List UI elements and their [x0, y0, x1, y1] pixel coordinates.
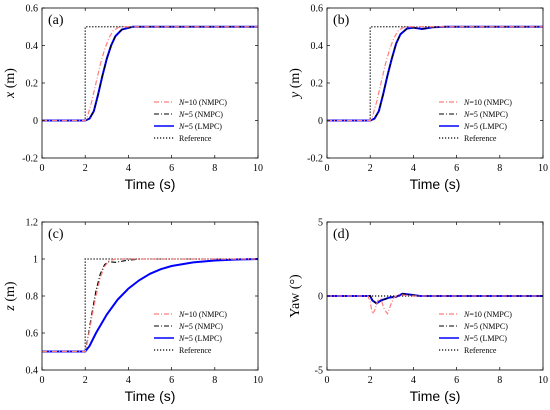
- legend-entry: N=5 (LMPC): [178, 334, 222, 343]
- x-tick-label: 6: [169, 163, 174, 174]
- x-tick-label: 8: [212, 375, 217, 386]
- legend: N=10 (NMPC) N=5 (NMPC) N=5 (LMPC) Reference: [439, 98, 512, 143]
- x-axis-label: Time (s): [410, 176, 461, 192]
- panel-tag: (a): [48, 13, 64, 28]
- series-group: [327, 25, 543, 122]
- legend: N=10 (NMPC) N=5 (NMPC) N=5 (LMPC) Reference: [154, 310, 227, 355]
- x-tick-label: 8: [497, 163, 502, 174]
- y-tick-label: 5: [318, 218, 323, 229]
- x-tick-label: 4: [411, 375, 416, 386]
- legend-entry: Reference: [464, 134, 497, 143]
- series-line-n-10-nmpc: [327, 26, 543, 122]
- y-tick-label: 1.2: [26, 218, 39, 229]
- x-tick-label: 10: [253, 163, 263, 174]
- legend-entry: N=5 (NMPC): [178, 322, 223, 331]
- x-tick-label: 4: [126, 163, 131, 174]
- legend-entry: Reference: [464, 346, 497, 355]
- y-axis-label: y (m): [288, 68, 303, 100]
- series-line-n-5-nmpc: [42, 26, 258, 122]
- panel-tag: (b): [333, 13, 350, 28]
- plot-frame: [41, 221, 259, 371]
- x-tick-label: 10: [538, 375, 548, 386]
- legend-entry: N=5 (LMPC): [463, 122, 507, 131]
- y-tick-label: 1: [33, 255, 38, 266]
- legend-entry: N=5 (NMPC): [463, 110, 508, 119]
- series-line-n-5-lmpc: [42, 258, 258, 353]
- legend-entry: N=10 (NMPC): [463, 98, 512, 107]
- x-tick-label: 0: [40, 163, 45, 174]
- y-axis-label: x (m): [3, 68, 18, 99]
- series-group: [42, 258, 258, 353]
- y-tick-label: 0.2: [26, 79, 39, 90]
- series-line-n-10-nmpc: [42, 258, 258, 353]
- x-tick-label: 4: [411, 163, 416, 174]
- x-axis-label: Time (s): [410, 388, 461, 404]
- x-tick-label: 0: [325, 375, 330, 386]
- y-tick-label: 0.8: [26, 292, 39, 303]
- y-tick-label: 0.6: [26, 329, 39, 340]
- series-group: [42, 25, 258, 122]
- y-tick-label: 0: [318, 292, 323, 303]
- panel-tag: (c): [48, 227, 64, 242]
- y-tick-label: -0.2: [22, 154, 38, 165]
- legend-entry: N=5 (LMPC): [178, 122, 222, 131]
- x-tick-label: 6: [169, 375, 174, 386]
- x-tick-label: 0: [325, 163, 330, 174]
- legend-entry: Reference: [179, 346, 212, 355]
- x-tick-label: 10: [253, 375, 263, 386]
- x-tick-label: 2: [83, 163, 88, 174]
- y-tick-label: 0.2: [311, 79, 324, 90]
- legend-entry: N=5 (NMPC): [178, 110, 223, 119]
- x-tick-label: 2: [368, 375, 373, 386]
- x-tick-label: 2: [83, 375, 88, 386]
- x-tick-label: 8: [497, 375, 502, 386]
- y-tick-label: 0: [318, 116, 323, 127]
- legend-entry: N=10 (NMPC): [178, 98, 227, 107]
- y-tick-label: -5: [315, 366, 323, 377]
- y-tick-label: 0.6: [26, 4, 39, 15]
- y-axis-label: Yaw (°): [288, 274, 303, 318]
- chart-panel-3: 0 2 4 6 8 10 0.4 0.6 0.8 1 1.2 Time (s) z (m) (c) N=10…: [3, 218, 263, 405]
- y-tick-label: 0.4: [26, 41, 39, 52]
- x-tick-label: 6: [454, 163, 459, 174]
- y-tick-label: 0.6: [311, 4, 324, 15]
- y-tick-label: 0.4: [311, 41, 324, 52]
- y-tick-label: -0.2: [307, 154, 323, 165]
- x-axis-label: Time (s): [125, 176, 176, 192]
- legend: N=10 (NMPC) N=5 (NMPC) N=5 (LMPC) Reference: [154, 98, 227, 143]
- y-tick-label: 0: [33, 116, 38, 127]
- series-group: [327, 292, 543, 316]
- x-tick-label: 8: [212, 163, 217, 174]
- x-tick-label: 10: [538, 163, 548, 174]
- legend-entry: N=10 (NMPC): [178, 310, 227, 319]
- legend-entry: N=5 (LMPC): [463, 334, 507, 343]
- legend: N=10 (NMPC) N=5 (NMPC) N=5 (LMPC) Reference: [439, 310, 512, 355]
- series-line-n-5-lmpc: [327, 292, 543, 305]
- series-line-n-5-nmpc: [327, 26, 543, 122]
- legend-entry: Reference: [179, 134, 212, 143]
- series-line-n-5-nmpc: [327, 293, 543, 305]
- legend-entry: N=5 (NMPC): [463, 322, 508, 331]
- panel-tag: (d): [333, 227, 350, 242]
- series-line-n-10-nmpc: [327, 293, 543, 316]
- plot-frame: [41, 7, 259, 159]
- x-tick-label: 4: [126, 375, 131, 386]
- x-tick-label: 2: [368, 163, 373, 174]
- plot-frame: [326, 7, 544, 159]
- x-axis-label: Time (s): [125, 388, 176, 404]
- x-tick-label: 6: [454, 375, 459, 386]
- legend-entry: N=10 (NMPC): [463, 310, 512, 319]
- x-tick-label: 0: [40, 375, 45, 386]
- y-tick-label: 0.4: [26, 366, 39, 377]
- series-line-n-10-nmpc: [42, 26, 258, 122]
- y-axis-label: z (m): [3, 281, 18, 312]
